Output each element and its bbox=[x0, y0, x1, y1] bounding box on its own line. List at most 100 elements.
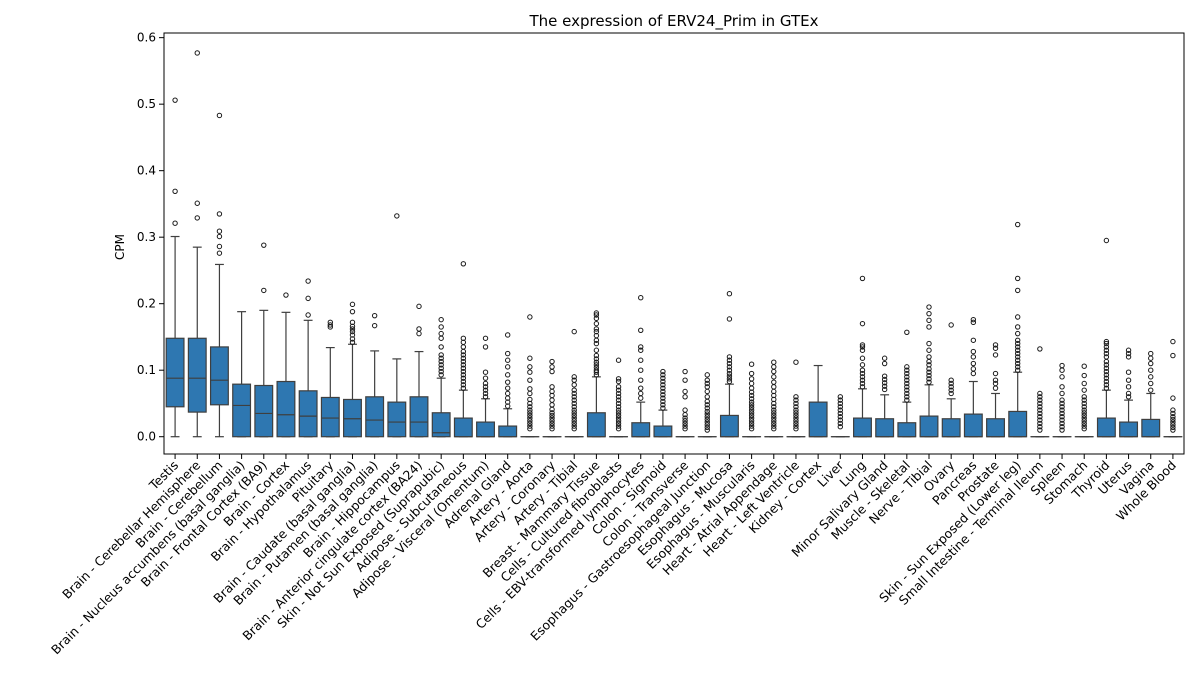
outlier-point bbox=[482, 384, 489, 390]
outlier-point bbox=[172, 220, 178, 226]
outlier-point bbox=[1059, 397, 1065, 403]
outlier-point bbox=[1148, 360, 1154, 367]
outlier-point bbox=[771, 423, 777, 429]
box bbox=[232, 383, 252, 438]
outlier-point bbox=[1014, 350, 1021, 357]
box-group bbox=[365, 312, 385, 438]
outlier-point bbox=[504, 385, 511, 391]
outlier-point bbox=[1014, 221, 1021, 228]
outlier-point bbox=[615, 407, 622, 413]
outlier-point bbox=[1125, 369, 1132, 375]
outlier-point bbox=[992, 345, 999, 351]
outlier-point bbox=[349, 332, 356, 338]
outlier-point bbox=[482, 335, 489, 341]
outlier-point bbox=[793, 420, 799, 427]
outlier-point bbox=[438, 365, 444, 371]
outlier-point bbox=[837, 404, 844, 410]
outlier-point bbox=[1170, 407, 1176, 413]
outlier-point bbox=[1103, 340, 1110, 347]
outlier-point bbox=[859, 362, 866, 368]
outlier-point bbox=[615, 404, 622, 410]
box-group bbox=[830, 394, 850, 438]
outlier-point bbox=[859, 320, 866, 327]
outlier-point bbox=[859, 275, 866, 282]
outlier-point bbox=[1125, 384, 1132, 390]
outlier-point bbox=[504, 357, 511, 363]
box-group bbox=[564, 328, 584, 438]
outlier-point bbox=[371, 322, 378, 329]
outlier-point bbox=[926, 354, 932, 360]
outlier-point bbox=[948, 387, 954, 393]
outlier-point bbox=[194, 50, 200, 56]
outlier-point bbox=[1059, 362, 1065, 369]
outlier-point bbox=[327, 322, 334, 328]
outlier-point bbox=[460, 382, 467, 388]
outlier-point bbox=[349, 319, 356, 326]
outlier-point bbox=[704, 414, 710, 420]
outlier-point bbox=[571, 418, 577, 424]
outlier-point bbox=[793, 400, 799, 407]
outlier-point bbox=[615, 423, 622, 429]
outlier-point bbox=[748, 404, 755, 411]
box-group bbox=[675, 368, 695, 438]
outlier-point bbox=[748, 418, 755, 424]
outlier-point bbox=[726, 376, 733, 382]
outlier-point bbox=[704, 405, 710, 411]
outlier-point bbox=[571, 397, 577, 403]
outlier-point bbox=[593, 356, 600, 362]
box bbox=[187, 337, 207, 413]
outlier-point bbox=[1103, 372, 1110, 378]
outlier-point bbox=[859, 367, 866, 373]
outlier-point bbox=[638, 385, 644, 391]
box bbox=[963, 413, 983, 438]
outlier-point bbox=[460, 385, 467, 391]
outlier-point bbox=[837, 417, 844, 423]
outlier-point bbox=[1148, 374, 1154, 380]
outlier-point bbox=[771, 410, 777, 416]
box bbox=[387, 401, 407, 438]
box bbox=[453, 417, 473, 438]
outlier-point bbox=[992, 342, 999, 348]
outlier-point bbox=[371, 312, 378, 319]
outlier-point bbox=[216, 243, 223, 250]
outlier-point bbox=[704, 402, 710, 408]
outlier-point bbox=[460, 362, 467, 368]
outlier-point bbox=[904, 364, 910, 370]
outlier-point bbox=[704, 411, 710, 417]
outlier-point bbox=[704, 422, 710, 428]
outlier-point bbox=[216, 250, 223, 256]
outlier-point bbox=[438, 324, 444, 330]
outlier-point bbox=[261, 287, 267, 294]
outlier-point bbox=[1081, 420, 1087, 427]
box-group bbox=[276, 292, 296, 438]
outlier-point bbox=[615, 418, 622, 424]
outlier-point bbox=[1081, 400, 1087, 407]
outlier-point bbox=[704, 416, 710, 423]
box bbox=[431, 412, 451, 438]
outlier-point bbox=[593, 328, 600, 335]
outlier-point bbox=[1014, 344, 1021, 350]
box-group bbox=[919, 304, 939, 438]
outlier-point bbox=[1125, 347, 1132, 353]
outlier-point bbox=[1037, 407, 1043, 413]
outlier-point bbox=[571, 328, 577, 335]
outlier-point bbox=[394, 213, 400, 219]
y-tick-label: 0.1 bbox=[137, 363, 156, 377]
outlier-point bbox=[549, 358, 555, 365]
outlier-point bbox=[948, 390, 954, 397]
outlier-point bbox=[771, 420, 777, 427]
box-group bbox=[609, 357, 629, 438]
outlier-point bbox=[504, 350, 511, 357]
outlier-point bbox=[726, 291, 733, 297]
box-group bbox=[232, 311, 252, 438]
box-group bbox=[853, 275, 872, 438]
outlier-point bbox=[1014, 324, 1021, 330]
outlier-point bbox=[527, 423, 533, 429]
outlier-point bbox=[460, 335, 467, 341]
outlier-point bbox=[571, 420, 577, 427]
outlier-point bbox=[660, 382, 666, 388]
outlier-point bbox=[1059, 404, 1065, 410]
outlier-point bbox=[571, 415, 577, 421]
outlier-point bbox=[638, 347, 644, 353]
